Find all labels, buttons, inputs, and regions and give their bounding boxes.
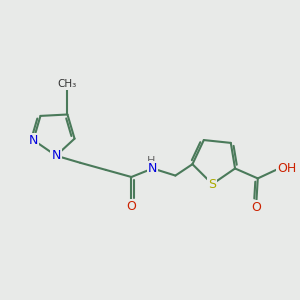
Text: O: O xyxy=(126,200,136,213)
Text: N: N xyxy=(148,162,158,175)
Text: CH₃: CH₃ xyxy=(58,79,77,89)
Text: N: N xyxy=(51,149,61,162)
Text: H: H xyxy=(147,155,155,166)
Text: N: N xyxy=(29,134,38,147)
Text: O: O xyxy=(251,201,261,214)
Text: OH: OH xyxy=(278,162,297,175)
Text: S: S xyxy=(208,178,216,190)
